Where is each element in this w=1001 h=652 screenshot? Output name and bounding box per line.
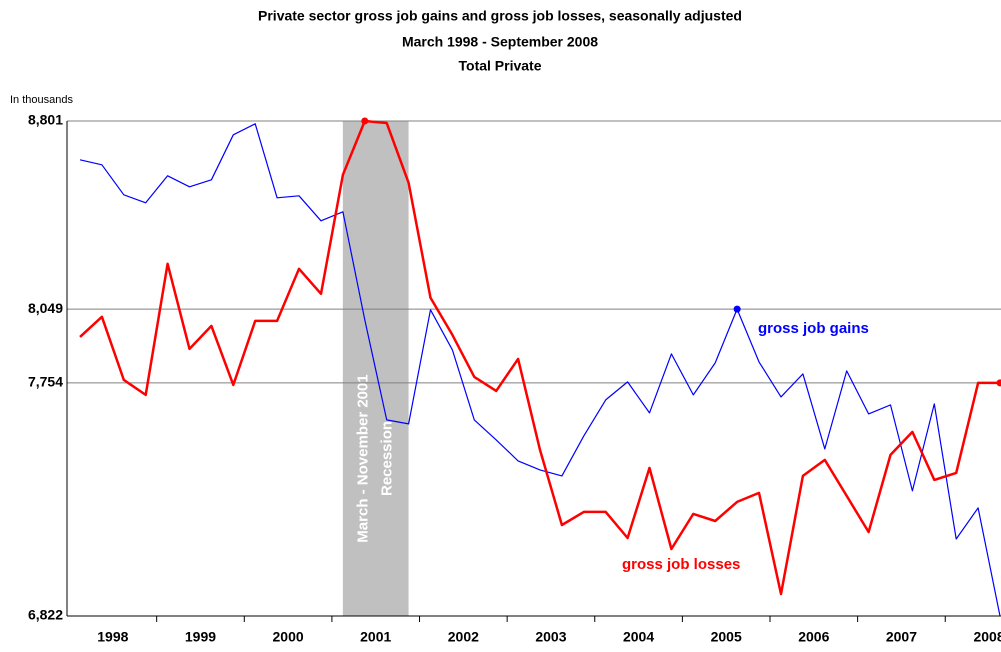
highlight-dot	[733, 305, 741, 313]
x-tick-label: 2005	[711, 629, 742, 645]
x-tick-label: 1998	[97, 629, 128, 645]
x-tick-label: 2008	[973, 629, 1001, 645]
y-tick-label: 8,049	[28, 300, 63, 316]
x-tick-label: 2007	[886, 629, 917, 645]
annotation: March - November 2001	[355, 374, 372, 542]
x-tick-label: 2000	[273, 629, 304, 645]
recession-annotation: March - November 2001 Recession	[355, 374, 396, 542]
chart-title: Private sector gross job gains and gross…	[258, 8, 742, 24]
chart-subtitle: Total Private	[459, 58, 542, 74]
x-tick-label: 2003	[535, 629, 566, 645]
chart-subtitle: March 1998 - September 2008	[402, 34, 598, 50]
x-tick-label: 2004	[623, 629, 654, 645]
y-tick-label: 7,754	[28, 374, 63, 390]
series-line	[79, 119, 1000, 596]
series-label: gross job gains	[758, 320, 869, 337]
x-tick-label: 2001	[360, 629, 391, 645]
series-line	[79, 123, 1001, 617]
x-tick-label: 1999	[185, 629, 216, 645]
y-axis-label: In thousands	[10, 94, 73, 106]
x-tick-label: 2002	[448, 629, 479, 645]
highlight-dot	[361, 117, 369, 125]
series-label: gross job losses	[622, 556, 740, 573]
x-tick-label: 2006	[798, 629, 829, 645]
y-tick-label: 6,822	[28, 607, 63, 623]
highlight-dot	[996, 379, 1001, 387]
y-tick-label: 8,801	[28, 112, 63, 128]
annotation: Recession	[379, 421, 396, 496]
